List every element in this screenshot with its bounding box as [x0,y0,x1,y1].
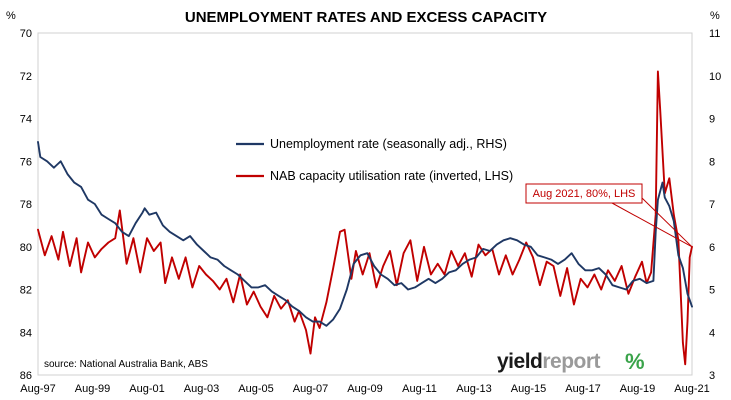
left-tick-label: 80 [20,242,32,254]
annotation-label: Aug 2021, 80%, LHS [533,188,636,200]
series-layer [37,70,693,366]
annotation-leader-2 [641,197,693,248]
right-axis-unit: % [710,10,720,22]
left-axis-unit: % [6,10,16,22]
x-tick-label: Aug-01 [129,383,164,395]
source-note: source: National Australia Bank, ABS [44,359,208,370]
right-tick-label: 10 [709,71,721,83]
right-axis: 11 10 9 8 7 6 5 4 3 [709,28,721,382]
left-tick-label: 86 [20,370,32,382]
x-tick-label: Aug-03 [184,383,219,395]
svg-text:yieldreport: yieldreport [497,350,601,373]
x-tick-label: Aug-15 [511,383,546,395]
yieldreport-logo: yieldreport % [497,349,645,374]
right-tick-label: 5 [709,285,715,297]
chart-title: UNEMPLOYMENT RATES AND EXCESS CAPACITY [185,9,547,26]
x-tick-label: Aug-07 [293,383,328,395]
annotation: Aug 2021, 80%, LHS [525,183,693,248]
left-tick-label: 84 [20,327,32,339]
x-tick-label: Aug-99 [75,383,110,395]
legend: Unemployment rate (seasonally adj., RHS)… [236,137,513,183]
x-tick-label: Aug-97 [20,383,55,395]
right-tick-label: 11 [709,28,720,40]
x-tick-label: Aug-11 [402,383,437,395]
x-axis: Aug-97 Aug-99 Aug-01 Aug-03 Aug-05 Aug-07 Aug-… [20,383,709,395]
annotation-leader-1 [611,202,693,248]
right-tick-label: 4 [709,327,715,339]
right-tick-label: 7 [709,199,715,211]
left-tick-label: 72 [20,71,32,83]
left-tick-label: 82 [20,285,32,297]
x-tick-label: Aug-17 [565,383,600,395]
right-tick-label: 8 [709,156,715,168]
logo-percent-mark: % [625,349,645,374]
x-tick-label: Aug-13 [456,383,491,395]
logo-word-report: report [542,350,600,373]
plot-border [37,32,693,376]
right-tick-label: 3 [709,370,715,382]
right-tick-label: 6 [709,242,715,254]
legend-label-unemployment: Unemployment rate (seasonally adj., RHS) [270,137,507,151]
series-line-capacity [37,70,693,366]
x-tick-label: Aug-19 [620,383,655,395]
series-line-unemployment [37,141,693,327]
left-tick-label: 70 [20,28,32,40]
left-tick-label: 76 [20,156,32,168]
left-tick-label: 78 [20,199,32,211]
annotation-box [525,183,643,204]
left-axis: 70 72 74 76 78 80 82 84 86 [20,28,32,382]
x-tick-label: Aug-21 [674,383,709,395]
right-tick-label: 9 [709,114,715,126]
x-tick-label: Aug-09 [347,383,382,395]
logo-word-yield: yield [497,350,542,373]
left-tick-label: 74 [20,114,32,126]
x-tick-label: Aug-05 [238,383,273,395]
legend-label-capacity: NAB capacity utilisation rate (inverted,… [270,169,513,183]
